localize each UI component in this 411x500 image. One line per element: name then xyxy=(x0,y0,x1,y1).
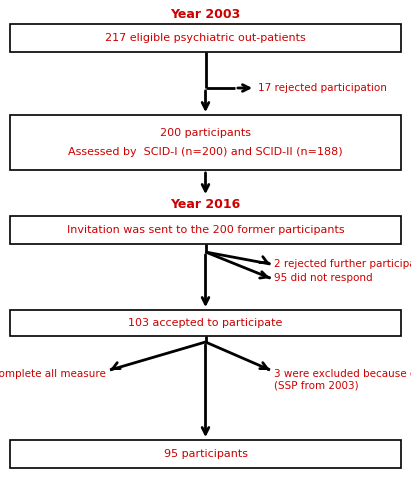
Bar xyxy=(10,310,401,336)
Text: 17 rejected participation: 17 rejected participation xyxy=(258,83,387,93)
Text: 2 rejected further participation: 2 rejected further participation xyxy=(274,259,411,269)
Text: Year 2003: Year 2003 xyxy=(171,8,240,20)
Bar xyxy=(10,115,401,170)
Text: 3 were excluded because of missing data
(SSP from 2003): 3 were excluded because of missing data … xyxy=(274,369,411,391)
Text: 217 eligible psychiatric out-patients: 217 eligible psychiatric out-patients xyxy=(105,33,306,43)
Bar xyxy=(10,440,401,468)
Text: 95 did not respond: 95 did not respond xyxy=(274,273,373,283)
Text: 103 accepted to participate: 103 accepted to participate xyxy=(128,318,283,328)
Text: Assessed by  SCID-I (n=200) and SCID-II (n=188): Assessed by SCID-I (n=200) and SCID-II (… xyxy=(68,146,343,156)
Text: Invitation was sent to the 200 former participants: Invitation was sent to the 200 former pa… xyxy=(67,225,344,235)
Text: 95 participants: 95 participants xyxy=(164,449,247,459)
Bar xyxy=(10,216,401,244)
Text: Year 2016: Year 2016 xyxy=(171,198,240,211)
Bar xyxy=(10,24,401,52)
Text: 5 did not complete all measure: 5 did not complete all measure xyxy=(0,369,106,379)
Text: 200 participants: 200 participants xyxy=(160,128,251,138)
